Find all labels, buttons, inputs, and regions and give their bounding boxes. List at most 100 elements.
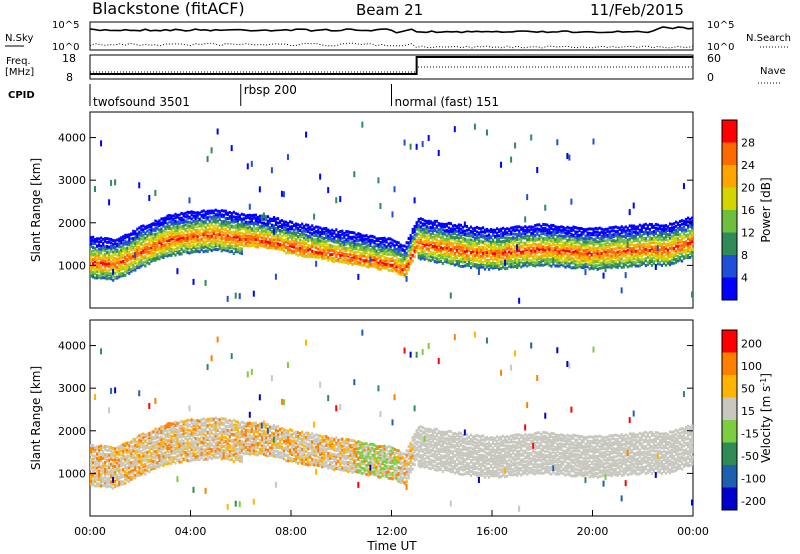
power-cell (649, 245, 651, 248)
power-cell (140, 248, 142, 251)
power-cell (166, 225, 168, 228)
power-cell (661, 228, 663, 231)
power-cell (321, 252, 323, 255)
velocity-cell (168, 443, 170, 446)
power-cell (641, 227, 643, 230)
power-cell (621, 229, 623, 232)
velocity-cell (201, 441, 203, 444)
power-cell (223, 241, 225, 244)
power-cell (438, 258, 440, 261)
power-cell (484, 243, 486, 246)
power-cell (140, 265, 142, 268)
power-cell (603, 250, 605, 253)
power-cell (265, 233, 267, 236)
power-cell (536, 243, 538, 246)
power-cell (462, 237, 464, 240)
velocity-cell (120, 464, 122, 467)
power-cell (197, 235, 199, 238)
power-cell (205, 226, 207, 229)
power-cell (199, 250, 201, 253)
power-cell (339, 243, 341, 246)
velocity-cell (108, 461, 110, 464)
velocity-cell (108, 477, 110, 480)
power-cell (645, 237, 647, 240)
velocity-cell (112, 462, 114, 465)
power-cell (231, 250, 233, 253)
power-cell (361, 242, 363, 245)
power-cell (484, 268, 486, 271)
power-cell (325, 240, 327, 243)
velocity-cell (209, 428, 211, 431)
velocity-cell (146, 451, 148, 454)
power-cell (532, 251, 534, 254)
power-cell (593, 267, 595, 270)
power-cell (619, 227, 621, 230)
power-cell (470, 239, 472, 242)
power-cell (562, 235, 564, 238)
power-cell (154, 238, 156, 241)
power-cell (176, 238, 178, 241)
power-cell (564, 257, 566, 260)
power-cell (462, 240, 464, 243)
power-cell (639, 248, 641, 251)
power-cell (564, 252, 566, 255)
power-cell (132, 230, 134, 233)
power-cell (195, 238, 197, 241)
velocity-cell (178, 454, 180, 457)
power-cell (132, 252, 134, 255)
power-cell (450, 242, 452, 245)
power-cell (186, 251, 188, 254)
power-cell (566, 239, 568, 242)
velocity-cell (164, 451, 166, 454)
velocity-cell (110, 476, 112, 479)
power-cell (625, 246, 627, 249)
power-cell (166, 246, 168, 249)
power-cell (454, 241, 456, 244)
power-cell (546, 231, 548, 234)
power-cell (373, 253, 375, 256)
power-cell (574, 230, 576, 233)
power-cell (199, 233, 201, 236)
power-cell (164, 252, 166, 255)
power-cell (154, 226, 156, 229)
power-cell (134, 230, 136, 233)
power-cell (651, 231, 653, 234)
power-cell (653, 230, 655, 233)
velocity-cell (148, 464, 150, 467)
power-cell (542, 256, 544, 259)
power-cell (162, 254, 164, 257)
power-cell (176, 224, 178, 227)
velocity-cell (118, 445, 120, 448)
power-cell-sparse (394, 186, 396, 192)
velocity-cell (186, 425, 188, 428)
power-cell (259, 240, 261, 243)
velocity-cell (102, 462, 104, 465)
power-cell (271, 230, 273, 233)
power-cell (353, 240, 355, 243)
power-cell (572, 242, 574, 245)
power-cell (428, 242, 430, 245)
power-cell (556, 231, 558, 234)
velocity-cell (182, 426, 184, 429)
power-cell (253, 244, 255, 247)
power-cell (611, 260, 613, 263)
power-cell (402, 253, 404, 256)
power-cell (309, 232, 311, 235)
power-cell (502, 240, 504, 243)
velocity-cell (110, 455, 112, 458)
power-cell (369, 241, 371, 244)
power-cell (217, 243, 219, 246)
power-cell (627, 249, 629, 252)
velocity-cell (160, 463, 162, 466)
power-cell (659, 256, 661, 259)
power-cell (160, 250, 162, 253)
power-cell (572, 245, 574, 248)
power-cell (357, 261, 359, 264)
velocity-cell (176, 440, 178, 443)
velocity-cell (174, 424, 176, 427)
power-cell (540, 251, 542, 254)
power-cell (197, 238, 199, 241)
power-cell (593, 233, 595, 236)
velocity-cell (180, 420, 182, 423)
power-cell (609, 266, 611, 269)
